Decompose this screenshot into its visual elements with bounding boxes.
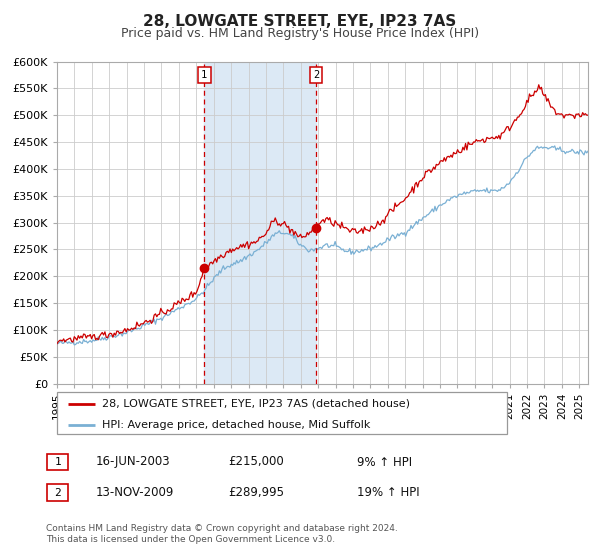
Text: Contains HM Land Registry data © Crown copyright and database right 2024.
This d: Contains HM Land Registry data © Crown c…: [46, 524, 398, 544]
Text: 2: 2: [313, 69, 319, 80]
Text: 28, LOWGATE STREET, EYE, IP23 7AS (detached house): 28, LOWGATE STREET, EYE, IP23 7AS (detac…: [102, 399, 410, 409]
Text: 1: 1: [201, 69, 208, 80]
Bar: [204, 62, 316, 384]
Text: 16-JUN-2003: 16-JUN-2003: [96, 455, 170, 469]
Text: 1: 1: [54, 457, 61, 467]
Text: 9% ↑ HPI: 9% ↑ HPI: [357, 455, 412, 469]
Text: 28, LOWGATE STREET, EYE, IP23 7AS: 28, LOWGATE STREET, EYE, IP23 7AS: [143, 14, 457, 29]
Text: HPI: Average price, detached house, Mid Suffolk: HPI: Average price, detached house, Mid …: [102, 420, 370, 430]
Text: 13-NOV-2009: 13-NOV-2009: [96, 486, 175, 500]
Text: £215,000: £215,000: [228, 455, 284, 469]
Text: 19% ↑ HPI: 19% ↑ HPI: [357, 486, 419, 500]
Text: 2: 2: [54, 488, 61, 498]
Text: £289,995: £289,995: [228, 486, 284, 500]
Text: Price paid vs. HM Land Registry's House Price Index (HPI): Price paid vs. HM Land Registry's House …: [121, 27, 479, 40]
